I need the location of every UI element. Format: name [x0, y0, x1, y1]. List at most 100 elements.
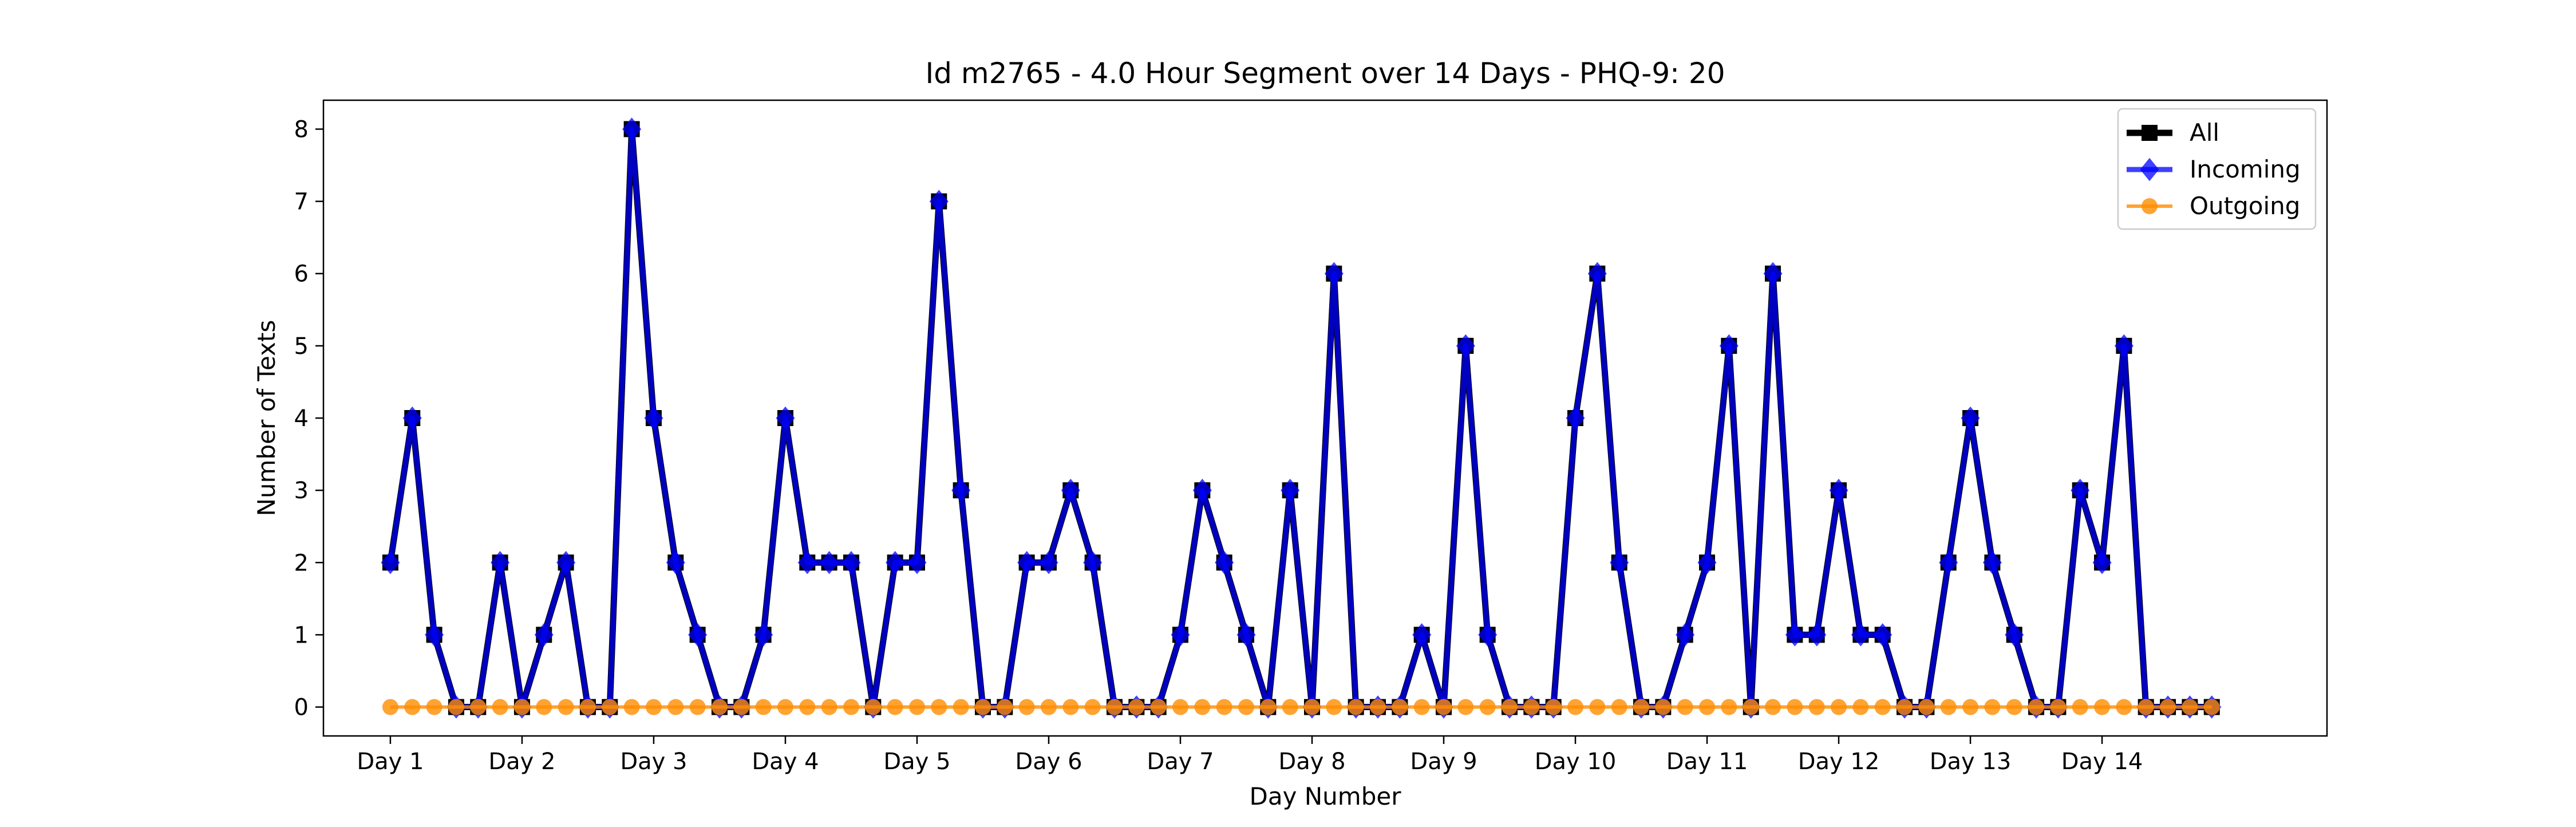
data-point [997, 699, 1013, 715]
x-tick-label: Day 8 [1278, 749, 1345, 775]
data-point [1479, 699, 1496, 715]
data-point [1282, 699, 1298, 715]
y-tick-label: 5 [294, 333, 309, 360]
data-point [2094, 699, 2111, 715]
data-point [1961, 406, 1980, 430]
data-point [1083, 551, 1103, 574]
data-point [1587, 262, 1607, 285]
data-point [2182, 699, 2198, 715]
data-point [951, 478, 971, 502]
data-point [865, 699, 882, 715]
data-point [2138, 699, 2154, 715]
legend-label: Outgoing [2190, 192, 2300, 220]
data-point [1084, 699, 1101, 715]
data-point [1236, 623, 1256, 647]
data-point [907, 551, 927, 574]
data-point [1721, 699, 1737, 715]
data-point [1171, 623, 1190, 647]
data-point [1215, 551, 1234, 574]
data-point [1589, 699, 1606, 715]
data-point [2160, 699, 2176, 715]
data-point [1062, 699, 1079, 715]
data-point [492, 699, 508, 715]
y-tick-label: 8 [294, 116, 309, 143]
x-tick-label: Day 13 [1930, 749, 2012, 775]
data-point [534, 623, 554, 647]
x-tick-label: Day 5 [883, 749, 950, 775]
data-point [1984, 699, 2001, 715]
data-point [1436, 699, 1452, 715]
data-point [1807, 623, 1827, 647]
y-tick-label: 3 [294, 478, 309, 504]
y-tick-label: 6 [294, 261, 309, 288]
legend-label: All [2190, 119, 2219, 147]
data-point [929, 190, 949, 213]
data-point [1150, 699, 1167, 715]
data-point [602, 699, 618, 715]
data-point [843, 699, 859, 715]
y-tick-label: 4 [294, 405, 309, 432]
data-point [821, 699, 837, 715]
data-point [1808, 699, 1825, 715]
data-point [754, 623, 773, 647]
data-point [1412, 623, 1432, 647]
data-point [1873, 623, 1893, 647]
x-tick-label: Day 11 [1666, 749, 1748, 775]
series-layer [381, 117, 2222, 719]
y-tick-label: 2 [294, 550, 309, 576]
data-point [1106, 699, 1123, 715]
data-point [2114, 334, 2134, 358]
data-point [1039, 551, 1058, 574]
data-point [1874, 699, 1891, 715]
y-tick-label: 0 [294, 695, 309, 721]
data-point [1456, 334, 1475, 358]
data-point [426, 699, 442, 715]
x-tick-label: Day 3 [620, 749, 687, 775]
data-point [645, 699, 662, 715]
data-point [1852, 699, 1869, 715]
data-point [513, 699, 530, 715]
data-point [1040, 699, 1057, 715]
data-point [2028, 699, 2045, 715]
legend-item: Incoming [2127, 155, 2301, 183]
data-point [1370, 699, 1386, 715]
data-point [448, 699, 464, 715]
data-point [1017, 551, 1037, 574]
data-point [1502, 699, 1518, 715]
x-tick-label: Day 2 [488, 749, 555, 775]
data-point [1611, 699, 1627, 715]
data-point [1765, 699, 1781, 715]
data-point [666, 551, 685, 574]
data-point [1392, 699, 1408, 715]
data-point [2203, 699, 2220, 715]
data-point [558, 699, 574, 715]
data-point [1567, 699, 1584, 715]
data-point [689, 699, 706, 715]
data-point [1018, 699, 1035, 715]
data-point [711, 699, 728, 715]
data-point [777, 699, 793, 715]
data-point [887, 699, 903, 715]
data-point [1457, 699, 1474, 715]
x-axis-label: Day Number [1249, 782, 1401, 810]
data-point [644, 406, 663, 430]
data-point [2072, 699, 2088, 715]
data-point [733, 699, 750, 715]
data-point [1677, 699, 1693, 715]
x-tick-label: Day 12 [1798, 749, 1880, 775]
data-point [2005, 623, 2024, 647]
data-point [1348, 699, 1364, 715]
data-point [820, 551, 839, 574]
data-point [623, 699, 640, 715]
data-point [755, 699, 772, 715]
legend-marker [2142, 125, 2158, 141]
data-point [886, 551, 905, 574]
data-point [1324, 262, 1344, 285]
data-point [622, 117, 642, 141]
legend: All Incoming Outgoing [2117, 108, 2317, 230]
data-point [1216, 699, 1232, 715]
data-point [974, 699, 991, 715]
data-point [2006, 699, 2022, 715]
y-tick-label: 7 [294, 189, 309, 215]
data-point [1194, 699, 1211, 715]
